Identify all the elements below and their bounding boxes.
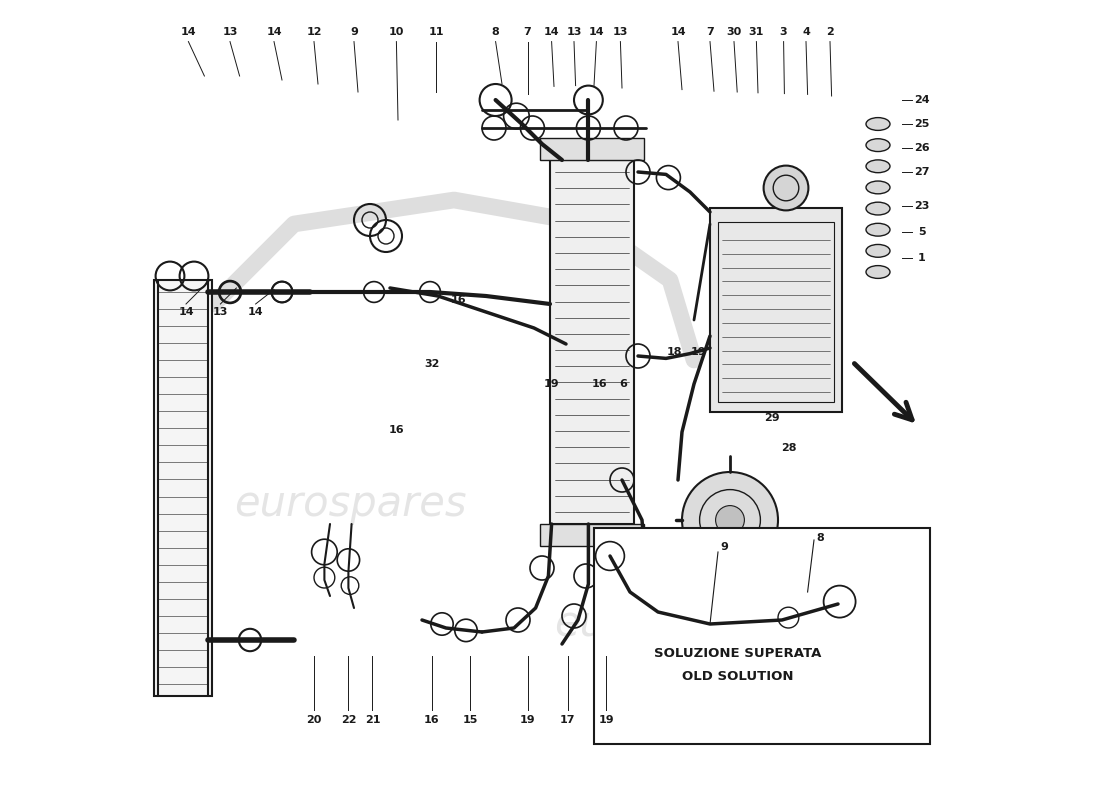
Text: 14: 14 bbox=[266, 27, 282, 37]
Text: 16: 16 bbox=[424, 715, 439, 725]
Bar bbox=[550, 160, 634, 524]
Text: 8: 8 bbox=[492, 27, 499, 37]
Bar bbox=[540, 524, 644, 546]
Text: 13: 13 bbox=[222, 27, 238, 37]
Text: 16: 16 bbox=[388, 426, 404, 435]
Text: 14: 14 bbox=[543, 27, 560, 37]
Text: 7: 7 bbox=[706, 27, 714, 37]
Text: 12: 12 bbox=[306, 27, 321, 37]
Bar bbox=[154, 280, 212, 696]
Text: 6: 6 bbox=[619, 379, 627, 389]
FancyBboxPatch shape bbox=[594, 528, 930, 744]
Text: 26: 26 bbox=[914, 143, 929, 153]
Text: 13: 13 bbox=[212, 307, 228, 317]
Text: 9: 9 bbox=[720, 542, 728, 552]
Text: 16: 16 bbox=[450, 295, 465, 305]
Text: 20: 20 bbox=[306, 715, 321, 725]
Text: 19: 19 bbox=[520, 715, 536, 725]
Bar bbox=[710, 208, 842, 412]
Ellipse shape bbox=[866, 202, 890, 215]
Text: 2: 2 bbox=[826, 27, 834, 37]
Text: 7: 7 bbox=[524, 27, 531, 37]
Text: 31: 31 bbox=[749, 27, 764, 37]
Text: 3: 3 bbox=[780, 27, 788, 37]
Bar bbox=[718, 222, 834, 402]
Text: 25: 25 bbox=[914, 119, 929, 129]
Ellipse shape bbox=[866, 118, 890, 130]
Bar bbox=[774, 176, 798, 196]
Text: 24: 24 bbox=[914, 95, 929, 105]
Text: 14: 14 bbox=[670, 27, 685, 37]
Text: 32: 32 bbox=[424, 359, 439, 369]
Text: SOLUZIONE SUPERATA: SOLUZIONE SUPERATA bbox=[654, 647, 822, 660]
Text: 15: 15 bbox=[462, 715, 477, 725]
Text: 27: 27 bbox=[914, 167, 929, 177]
Text: eurospares: eurospares bbox=[233, 483, 466, 525]
Text: 19: 19 bbox=[598, 715, 614, 725]
Ellipse shape bbox=[866, 138, 890, 151]
Circle shape bbox=[682, 472, 778, 568]
Text: 17: 17 bbox=[560, 715, 575, 725]
Text: 29: 29 bbox=[764, 413, 780, 422]
Text: 14: 14 bbox=[178, 307, 194, 317]
Text: 19: 19 bbox=[690, 347, 706, 357]
Text: 13: 13 bbox=[566, 27, 582, 37]
Ellipse shape bbox=[866, 160, 890, 173]
Text: 11: 11 bbox=[429, 27, 444, 37]
Text: 23: 23 bbox=[914, 201, 929, 210]
Circle shape bbox=[716, 506, 745, 534]
Ellipse shape bbox=[866, 181, 890, 194]
Text: 30: 30 bbox=[726, 27, 741, 37]
Text: 10: 10 bbox=[388, 27, 404, 37]
Text: 9: 9 bbox=[350, 27, 358, 37]
Text: 1: 1 bbox=[918, 253, 926, 262]
Text: 14: 14 bbox=[588, 27, 604, 37]
Text: 22: 22 bbox=[341, 715, 356, 725]
Text: 4: 4 bbox=[802, 27, 810, 37]
Text: 5: 5 bbox=[918, 227, 926, 237]
Circle shape bbox=[763, 166, 808, 210]
Ellipse shape bbox=[866, 223, 890, 236]
Bar bbox=[540, 138, 644, 160]
Text: OLD SOLUTION: OLD SOLUTION bbox=[682, 670, 794, 682]
Text: 14: 14 bbox=[248, 307, 263, 317]
Text: 8: 8 bbox=[816, 533, 824, 542]
Ellipse shape bbox=[866, 245, 890, 258]
Text: eurospares: eurospares bbox=[553, 603, 786, 645]
Text: 13: 13 bbox=[613, 27, 628, 37]
Text: 21: 21 bbox=[365, 715, 381, 725]
Text: 18: 18 bbox=[667, 347, 682, 357]
Text: 19: 19 bbox=[543, 379, 560, 389]
Ellipse shape bbox=[866, 266, 890, 278]
Text: 28: 28 bbox=[781, 443, 796, 453]
Text: 14: 14 bbox=[180, 27, 196, 37]
Text: 16: 16 bbox=[592, 379, 607, 389]
